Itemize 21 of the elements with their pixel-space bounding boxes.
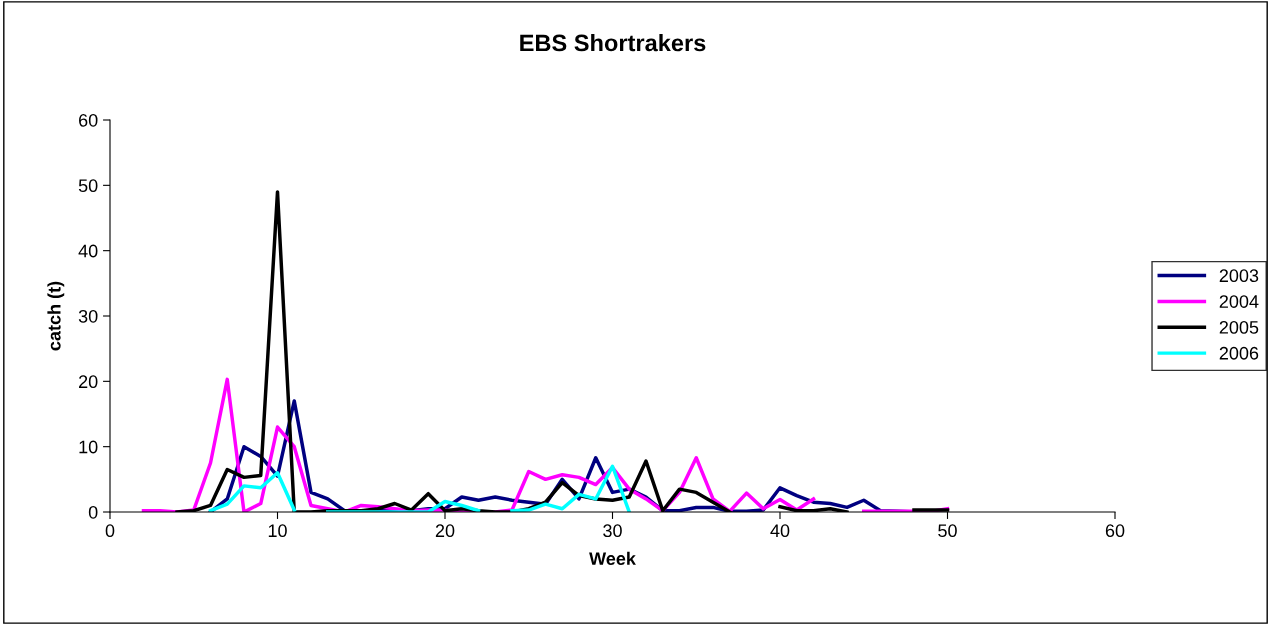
y-tick-label: 0 <box>88 505 98 519</box>
y-tick-label: 50 <box>78 179 98 193</box>
y-tick-label: 40 <box>78 244 98 258</box>
x-tick-label: 10 <box>268 524 287 538</box>
legend-label: 2003 <box>1219 269 1259 283</box>
y-tick-label: 30 <box>78 309 98 323</box>
x-axis-title: Week <box>589 551 636 566</box>
y-tick-label: 20 <box>79 375 98 389</box>
x-tick-label: 20 <box>435 524 455 538</box>
y-tick-label: 10 <box>79 440 98 454</box>
y-tick-label: 60 <box>79 113 98 127</box>
legend-label: 2006 <box>1219 346 1259 360</box>
x-tick-label: 0 <box>105 524 115 538</box>
x-tick-label: 40 <box>770 524 790 538</box>
legend-label: 2005 <box>1219 320 1259 334</box>
x-tick-label: 60 <box>1105 524 1125 538</box>
y-axis-title: catch (t) <box>47 281 65 351</box>
chart-title: EBS Shortrakers <box>520 34 706 52</box>
x-tick-label: 30 <box>603 524 622 538</box>
legend-label: 2004 <box>1219 295 1259 308</box>
x-tick-label: 50 <box>938 524 957 538</box>
